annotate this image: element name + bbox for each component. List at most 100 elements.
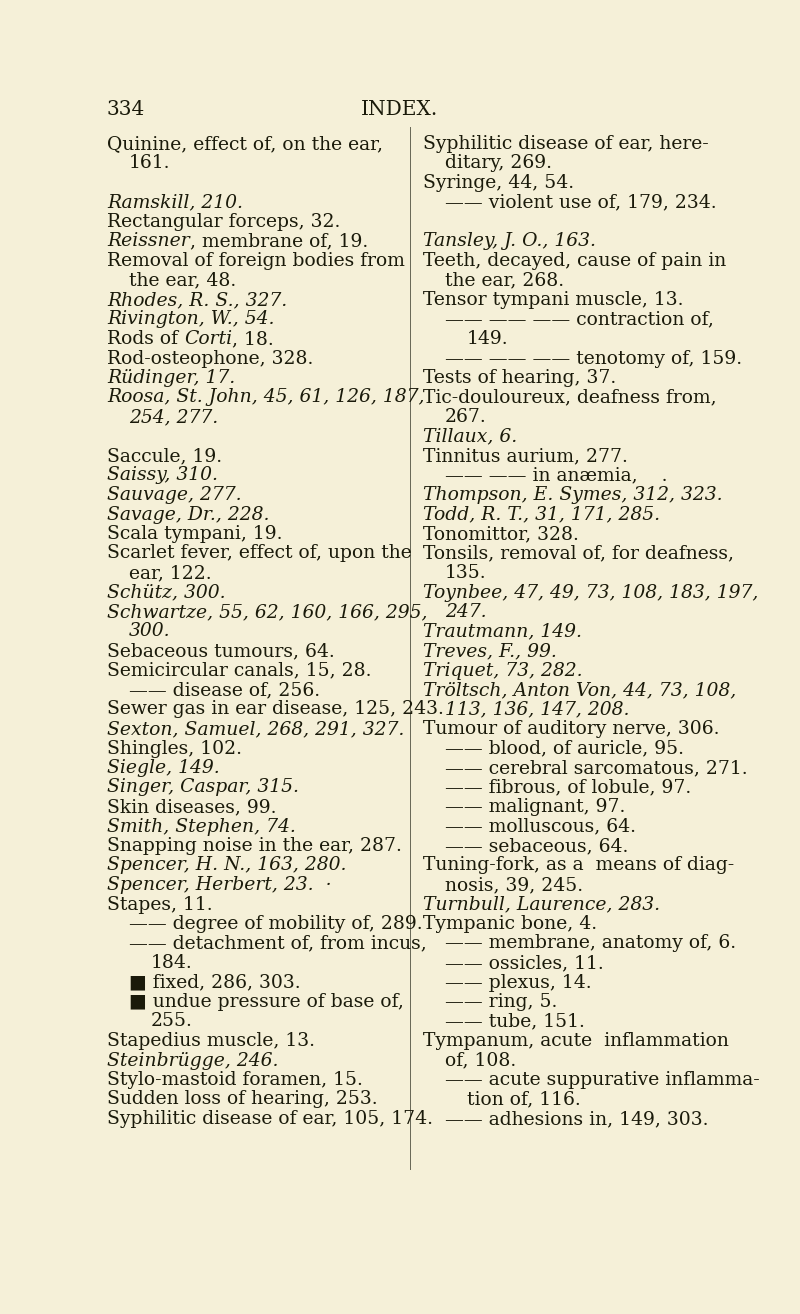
Text: Tensor tympani muscle, 13.: Tensor tympani muscle, 13. <box>423 290 683 309</box>
Text: ■ undue pressure of base of,: ■ undue pressure of base of, <box>129 993 404 1010</box>
Text: Tests of hearing, 37.: Tests of hearing, 37. <box>423 369 616 388</box>
Text: Stapedius muscle, 13.: Stapedius muscle, 13. <box>107 1031 315 1050</box>
Text: —— degree of mobility of, 289.: —— degree of mobility of, 289. <box>129 915 422 933</box>
Text: Tröltsch, Anton Von, 44, 73, 108,: Tröltsch, Anton Von, 44, 73, 108, <box>423 681 736 699</box>
Text: —— —— —— tenotomy of, 159.: —— —— —— tenotomy of, 159. <box>445 350 742 368</box>
Text: Shingles, 102.: Shingles, 102. <box>107 740 242 757</box>
Text: INDEX.: INDEX. <box>362 100 438 120</box>
Text: Roosa, St. John, 45, 61, 126, 187,: Roosa, St. John, 45, 61, 126, 187, <box>107 389 425 406</box>
Text: Sebaceous tumours, 64.: Sebaceous tumours, 64. <box>107 643 334 660</box>
Text: Rectangular forceps, 32.: Rectangular forceps, 32. <box>107 213 340 231</box>
Text: Schwartze, 55, 62, 160, 166, 295,: Schwartze, 55, 62, 160, 166, 295, <box>107 603 427 622</box>
Text: Tinnitus aurium, 277.: Tinnitus aurium, 277. <box>423 447 628 465</box>
Text: —— —— —— contraction of,: —— —— —— contraction of, <box>445 310 714 328</box>
Text: Todd, R. T., 31, 171, 285.: Todd, R. T., 31, 171, 285. <box>423 506 660 523</box>
Text: tion of, 116.: tion of, 116. <box>467 1091 581 1109</box>
Text: —— plexus, 14.: —— plexus, 14. <box>445 974 592 992</box>
Text: —— blood, of auricle, 95.: —— blood, of auricle, 95. <box>445 740 684 757</box>
Text: Saccule, 19.: Saccule, 19. <box>107 447 222 465</box>
Text: 254, 277.: 254, 277. <box>129 409 218 426</box>
Text: Semicircular canals, 15, 28.: Semicircular canals, 15, 28. <box>107 661 371 679</box>
Text: Stapes, 11.: Stapes, 11. <box>107 896 213 913</box>
Text: of, 108.: of, 108. <box>445 1051 516 1070</box>
Text: —— adhesions in, 149, 303.: —— adhesions in, 149, 303. <box>445 1110 709 1127</box>
Text: 184.: 184. <box>151 954 193 972</box>
Text: Teeth, decayed, cause of pain in: Teeth, decayed, cause of pain in <box>423 252 726 269</box>
Text: Sewer gas in ear disease, 125, 243.: Sewer gas in ear disease, 125, 243. <box>107 700 444 719</box>
Text: Scarlet fever, effect of, upon the: Scarlet fever, effect of, upon the <box>107 544 412 562</box>
Text: Treves, F., 99.: Treves, F., 99. <box>423 643 557 660</box>
Text: ■ fixed, 286, 303.: ■ fixed, 286, 303. <box>129 974 301 992</box>
Text: Rüdinger, 17.: Rüdinger, 17. <box>107 369 235 388</box>
Text: Tansley, J. O., 163.: Tansley, J. O., 163. <box>423 233 596 251</box>
Text: —— sebaceous, 64.: —— sebaceous, 64. <box>445 837 628 855</box>
Text: Rivington, W., 54.: Rivington, W., 54. <box>107 310 274 328</box>
Text: —— ossicles, 11.: —— ossicles, 11. <box>445 954 604 972</box>
Text: Scala tympani, 19.: Scala tympani, 19. <box>107 526 282 543</box>
Text: Sauvage, 277.: Sauvage, 277. <box>107 486 242 505</box>
Text: Rod-osteophone, 328.: Rod-osteophone, 328. <box>107 350 314 368</box>
Text: 267.: 267. <box>445 409 486 426</box>
Text: Tuning-fork, as a  means of diag-: Tuning-fork, as a means of diag- <box>423 857 734 875</box>
Text: Skin diseases, 99.: Skin diseases, 99. <box>107 798 277 816</box>
Text: 161.: 161. <box>129 155 170 172</box>
Text: Singer, Caspar, 315.: Singer, Caspar, 315. <box>107 778 299 796</box>
Text: Tonsils, removal of, for deafness,: Tonsils, removal of, for deafness, <box>423 544 734 562</box>
Text: Saissy, 310.: Saissy, 310. <box>107 466 218 485</box>
Text: —— ring, 5.: —— ring, 5. <box>445 993 558 1010</box>
Text: 300.: 300. <box>129 623 170 640</box>
Text: Corti: Corti <box>184 330 232 348</box>
Text: Tympanum, acute  inflammation: Tympanum, acute inflammation <box>423 1031 729 1050</box>
Text: Ramskill, 210.: Ramskill, 210. <box>107 193 243 212</box>
Text: —— fibrous, of lobule, 97.: —— fibrous, of lobule, 97. <box>445 778 691 796</box>
Text: —— membrane, anatomy of, 6.: —— membrane, anatomy of, 6. <box>445 934 736 953</box>
Text: nosis, 39, 245.: nosis, 39, 245. <box>445 876 583 894</box>
Text: —— —— in anæmia,    .: —— —— in anæmia, . <box>445 466 667 485</box>
Text: —— acute suppurative inflamma-: —— acute suppurative inflamma- <box>445 1071 760 1089</box>
Text: 149.: 149. <box>467 330 509 348</box>
Text: Tillaux, 6.: Tillaux, 6. <box>423 427 518 445</box>
Text: 334: 334 <box>107 100 146 120</box>
Text: Spencer, Herbert, 23.  ·: Spencer, Herbert, 23. · <box>107 876 332 894</box>
Text: Schütz, 300.: Schütz, 300. <box>107 583 226 602</box>
Text: Tumour of auditory nerve, 306.: Tumour of auditory nerve, 306. <box>423 720 719 738</box>
Text: Tic-douloureux, deafness from,: Tic-douloureux, deafness from, <box>423 389 717 406</box>
Text: Reissner: Reissner <box>107 233 190 251</box>
Text: Siegle, 149.: Siegle, 149. <box>107 759 220 777</box>
Text: 255.: 255. <box>151 1013 193 1030</box>
Text: Smith, Stephen, 74.: Smith, Stephen, 74. <box>107 817 296 836</box>
Text: Sudden loss of hearing, 253.: Sudden loss of hearing, 253. <box>107 1091 378 1109</box>
Text: Tympanic bone, 4.: Tympanic bone, 4. <box>423 915 597 933</box>
Text: , 18.: , 18. <box>232 330 274 348</box>
Text: —— disease of, 256.: —— disease of, 256. <box>129 681 320 699</box>
Text: —— violent use of, 179, 234.: —— violent use of, 179, 234. <box>445 193 717 212</box>
Text: Spencer, H. N., 163, 280.: Spencer, H. N., 163, 280. <box>107 857 346 875</box>
Text: Thompson, E. Symes, 312, 323.: Thompson, E. Symes, 312, 323. <box>423 486 722 505</box>
Text: ear, 122.: ear, 122. <box>129 564 212 582</box>
Text: the ear, 48.: the ear, 48. <box>129 272 236 289</box>
Text: Quinine, effect of, on the ear,: Quinine, effect of, on the ear, <box>107 135 383 152</box>
Text: —— tube, 151.: —— tube, 151. <box>445 1013 585 1030</box>
Text: , membrane of, 19.: , membrane of, 19. <box>190 233 368 251</box>
Text: Rhodes, R. S., 327.: Rhodes, R. S., 327. <box>107 290 287 309</box>
Text: 113, 136, 147, 208.: 113, 136, 147, 208. <box>445 700 630 719</box>
Text: Syphilitic disease of ear, 105, 174.: Syphilitic disease of ear, 105, 174. <box>107 1110 433 1127</box>
Text: —— molluscous, 64.: —— molluscous, 64. <box>445 817 636 836</box>
Text: Stylo-mastoid foramen, 15.: Stylo-mastoid foramen, 15. <box>107 1071 363 1089</box>
Text: the ear, 268.: the ear, 268. <box>445 272 564 289</box>
Text: 135.: 135. <box>445 564 486 582</box>
Text: Triquet, 73, 282.: Triquet, 73, 282. <box>423 661 582 679</box>
Text: ditary, 269.: ditary, 269. <box>445 155 552 172</box>
Text: Steinbrügge, 246.: Steinbrügge, 246. <box>107 1051 278 1070</box>
Text: —— detachment of, from incus,: —— detachment of, from incus, <box>129 934 426 953</box>
Text: 247.: 247. <box>445 603 486 622</box>
Text: Tonomittor, 328.: Tonomittor, 328. <box>423 526 579 543</box>
Text: —— cerebral sarcomatous, 271.: —— cerebral sarcomatous, 271. <box>445 759 748 777</box>
Text: Snapping noise in the ear, 287.: Snapping noise in the ear, 287. <box>107 837 402 855</box>
Text: Trautmann, 149.: Trautmann, 149. <box>423 623 582 640</box>
Text: Sexton, Samuel, 268, 291, 327.: Sexton, Samuel, 268, 291, 327. <box>107 720 404 738</box>
Text: Savage, Dr., 228.: Savage, Dr., 228. <box>107 506 270 523</box>
Text: Turnbull, Laurence, 283.: Turnbull, Laurence, 283. <box>423 896 660 913</box>
Text: —— malignant, 97.: —— malignant, 97. <box>445 798 626 816</box>
Text: Rods of: Rods of <box>107 330 184 348</box>
